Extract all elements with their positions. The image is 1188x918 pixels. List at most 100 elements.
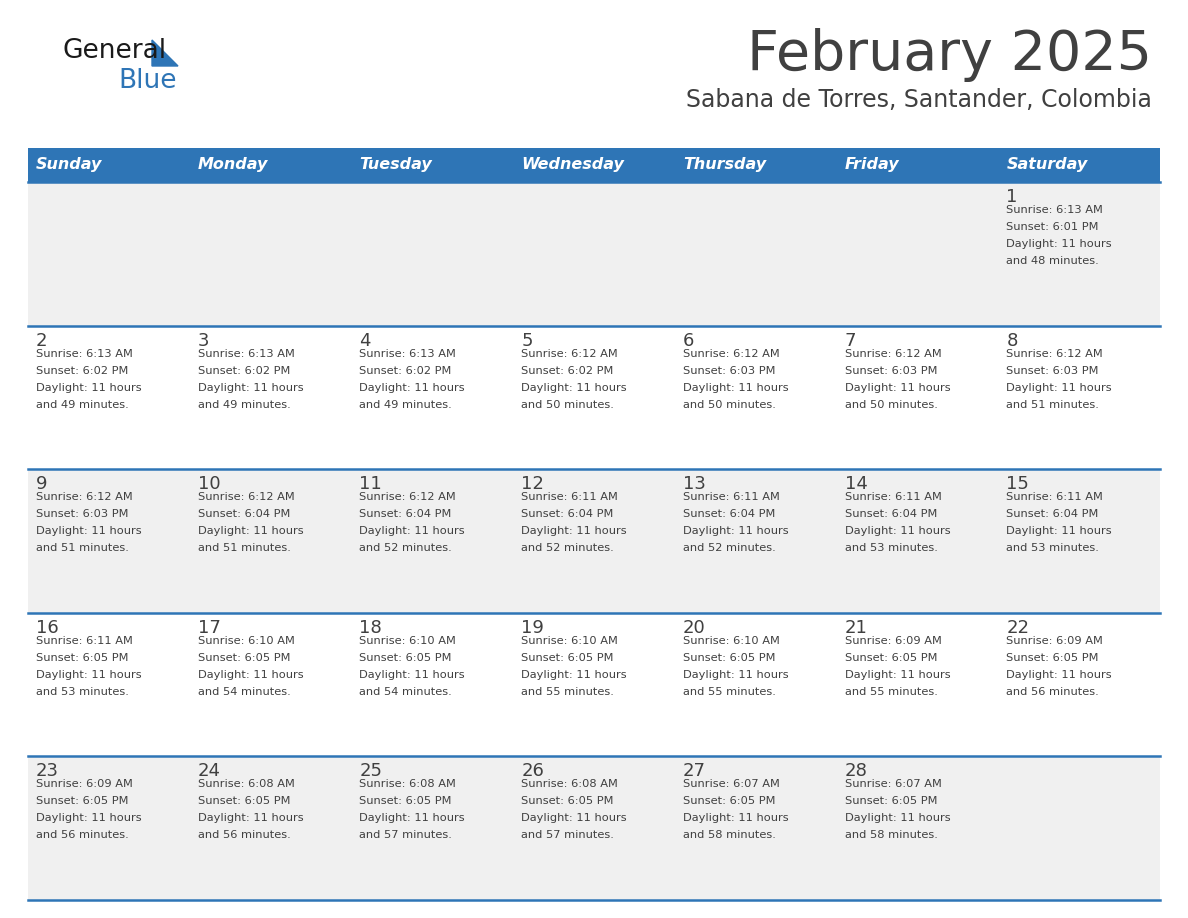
- Text: 2: 2: [36, 331, 48, 350]
- Polygon shape: [152, 40, 178, 66]
- Text: Daylight: 11 hours: Daylight: 11 hours: [683, 383, 789, 393]
- Text: Sunset: 6:04 PM: Sunset: 6:04 PM: [197, 509, 290, 520]
- Bar: [29, 613, 1159, 756]
- Text: and 52 minutes.: and 52 minutes.: [360, 543, 453, 554]
- Text: Sunrise: 6:12 AM: Sunrise: 6:12 AM: [845, 349, 941, 359]
- Text: Sunset: 6:05 PM: Sunset: 6:05 PM: [683, 797, 776, 806]
- Text: Sunset: 6:04 PM: Sunset: 6:04 PM: [360, 509, 451, 520]
- Text: Daylight: 11 hours: Daylight: 11 hours: [522, 526, 627, 536]
- Bar: [29, 469, 1159, 613]
- Text: Sunset: 6:02 PM: Sunset: 6:02 PM: [197, 365, 290, 375]
- Text: Sunday: Sunday: [36, 158, 102, 173]
- Text: and 49 minutes.: and 49 minutes.: [197, 399, 290, 409]
- Text: Sunrise: 6:12 AM: Sunrise: 6:12 AM: [683, 349, 779, 359]
- Text: Sunrise: 6:13 AM: Sunrise: 6:13 AM: [197, 349, 295, 359]
- Text: 1: 1: [1006, 188, 1018, 206]
- Text: Sunset: 6:05 PM: Sunset: 6:05 PM: [522, 797, 614, 806]
- Text: and 54 minutes.: and 54 minutes.: [197, 687, 290, 697]
- Text: 23: 23: [36, 763, 59, 780]
- Text: 14: 14: [845, 476, 867, 493]
- Text: and 53 minutes.: and 53 minutes.: [1006, 543, 1099, 554]
- Text: and 57 minutes.: and 57 minutes.: [360, 831, 453, 840]
- Text: Daylight: 11 hours: Daylight: 11 hours: [845, 526, 950, 536]
- Text: 6: 6: [683, 331, 694, 350]
- Text: Daylight: 11 hours: Daylight: 11 hours: [522, 813, 627, 823]
- Text: and 55 minutes.: and 55 minutes.: [522, 687, 614, 697]
- Text: 9: 9: [36, 476, 48, 493]
- Text: 3: 3: [197, 331, 209, 350]
- Text: Sunrise: 6:08 AM: Sunrise: 6:08 AM: [522, 779, 618, 789]
- Text: Sunset: 6:03 PM: Sunset: 6:03 PM: [683, 365, 776, 375]
- Text: and 57 minutes.: and 57 minutes.: [522, 831, 614, 840]
- Text: Daylight: 11 hours: Daylight: 11 hours: [683, 813, 789, 823]
- Text: and 49 minutes.: and 49 minutes.: [360, 399, 453, 409]
- Text: Daylight: 11 hours: Daylight: 11 hours: [197, 670, 303, 680]
- Bar: [29, 326, 1159, 469]
- Text: and 53 minutes.: and 53 minutes.: [36, 687, 128, 697]
- Text: Sunset: 6:05 PM: Sunset: 6:05 PM: [360, 797, 451, 806]
- Text: 21: 21: [845, 619, 867, 637]
- Text: and 51 minutes.: and 51 minutes.: [197, 543, 291, 554]
- Text: 17: 17: [197, 619, 221, 637]
- Text: Sunset: 6:05 PM: Sunset: 6:05 PM: [683, 653, 776, 663]
- Text: and 51 minutes.: and 51 minutes.: [1006, 399, 1099, 409]
- Text: Sunset: 6:02 PM: Sunset: 6:02 PM: [36, 365, 128, 375]
- Text: 12: 12: [522, 476, 544, 493]
- Text: Sunset: 6:02 PM: Sunset: 6:02 PM: [360, 365, 451, 375]
- Text: February 2025: February 2025: [747, 28, 1152, 82]
- Text: Monday: Monday: [197, 158, 268, 173]
- Text: and 50 minutes.: and 50 minutes.: [683, 399, 776, 409]
- Text: 26: 26: [522, 763, 544, 780]
- Text: Sunset: 6:04 PM: Sunset: 6:04 PM: [845, 509, 937, 520]
- Text: Daylight: 11 hours: Daylight: 11 hours: [1006, 526, 1112, 536]
- Text: 18: 18: [360, 619, 383, 637]
- Text: and 49 minutes.: and 49 minutes.: [36, 399, 128, 409]
- Text: Sunrise: 6:10 AM: Sunrise: 6:10 AM: [360, 636, 456, 645]
- Text: Sunrise: 6:11 AM: Sunrise: 6:11 AM: [522, 492, 618, 502]
- Text: Daylight: 11 hours: Daylight: 11 hours: [1006, 670, 1112, 680]
- Text: Sunset: 6:04 PM: Sunset: 6:04 PM: [522, 509, 613, 520]
- Text: Thursday: Thursday: [683, 158, 766, 173]
- Text: 13: 13: [683, 476, 706, 493]
- Text: Sunset: 6:05 PM: Sunset: 6:05 PM: [845, 653, 937, 663]
- Text: 28: 28: [845, 763, 867, 780]
- Text: Daylight: 11 hours: Daylight: 11 hours: [360, 383, 465, 393]
- Text: Daylight: 11 hours: Daylight: 11 hours: [522, 383, 627, 393]
- Text: and 52 minutes.: and 52 minutes.: [683, 543, 776, 554]
- Text: 10: 10: [197, 476, 220, 493]
- Text: and 56 minutes.: and 56 minutes.: [197, 831, 290, 840]
- Text: Daylight: 11 hours: Daylight: 11 hours: [683, 526, 789, 536]
- Text: Sunset: 6:01 PM: Sunset: 6:01 PM: [1006, 222, 1099, 232]
- Text: Sunrise: 6:08 AM: Sunrise: 6:08 AM: [360, 779, 456, 789]
- Text: Sunset: 6:05 PM: Sunset: 6:05 PM: [36, 797, 128, 806]
- Bar: [998, 148, 1159, 182]
- Text: Sunrise: 6:13 AM: Sunrise: 6:13 AM: [36, 349, 133, 359]
- Text: and 55 minutes.: and 55 minutes.: [845, 687, 937, 697]
- Text: 24: 24: [197, 763, 221, 780]
- Text: Sunset: 6:05 PM: Sunset: 6:05 PM: [360, 653, 451, 663]
- Text: Tuesday: Tuesday: [360, 158, 432, 173]
- Text: General: General: [62, 38, 166, 64]
- Text: Daylight: 11 hours: Daylight: 11 hours: [845, 813, 950, 823]
- Text: Sunrise: 6:12 AM: Sunrise: 6:12 AM: [522, 349, 618, 359]
- Text: 16: 16: [36, 619, 58, 637]
- Bar: [675, 148, 836, 182]
- Text: Sunset: 6:05 PM: Sunset: 6:05 PM: [197, 797, 290, 806]
- Text: and 58 minutes.: and 58 minutes.: [683, 831, 776, 840]
- Text: Daylight: 11 hours: Daylight: 11 hours: [683, 670, 789, 680]
- Text: Sabana de Torres, Santander, Colombia: Sabana de Torres, Santander, Colombia: [687, 88, 1152, 112]
- Text: 5: 5: [522, 331, 532, 350]
- Text: Sunset: 6:05 PM: Sunset: 6:05 PM: [36, 653, 128, 663]
- Text: Sunrise: 6:10 AM: Sunrise: 6:10 AM: [683, 636, 779, 645]
- Bar: [29, 756, 1159, 900]
- Text: Sunrise: 6:12 AM: Sunrise: 6:12 AM: [197, 492, 295, 502]
- Text: Sunset: 6:03 PM: Sunset: 6:03 PM: [845, 365, 937, 375]
- Text: Daylight: 11 hours: Daylight: 11 hours: [36, 670, 141, 680]
- Text: and 58 minutes.: and 58 minutes.: [845, 831, 937, 840]
- Bar: [352, 148, 513, 182]
- Text: Daylight: 11 hours: Daylight: 11 hours: [1006, 239, 1112, 249]
- Text: and 55 minutes.: and 55 minutes.: [683, 687, 776, 697]
- Text: Daylight: 11 hours: Daylight: 11 hours: [360, 670, 465, 680]
- Text: Sunrise: 6:10 AM: Sunrise: 6:10 AM: [522, 636, 618, 645]
- Text: and 53 minutes.: and 53 minutes.: [845, 543, 937, 554]
